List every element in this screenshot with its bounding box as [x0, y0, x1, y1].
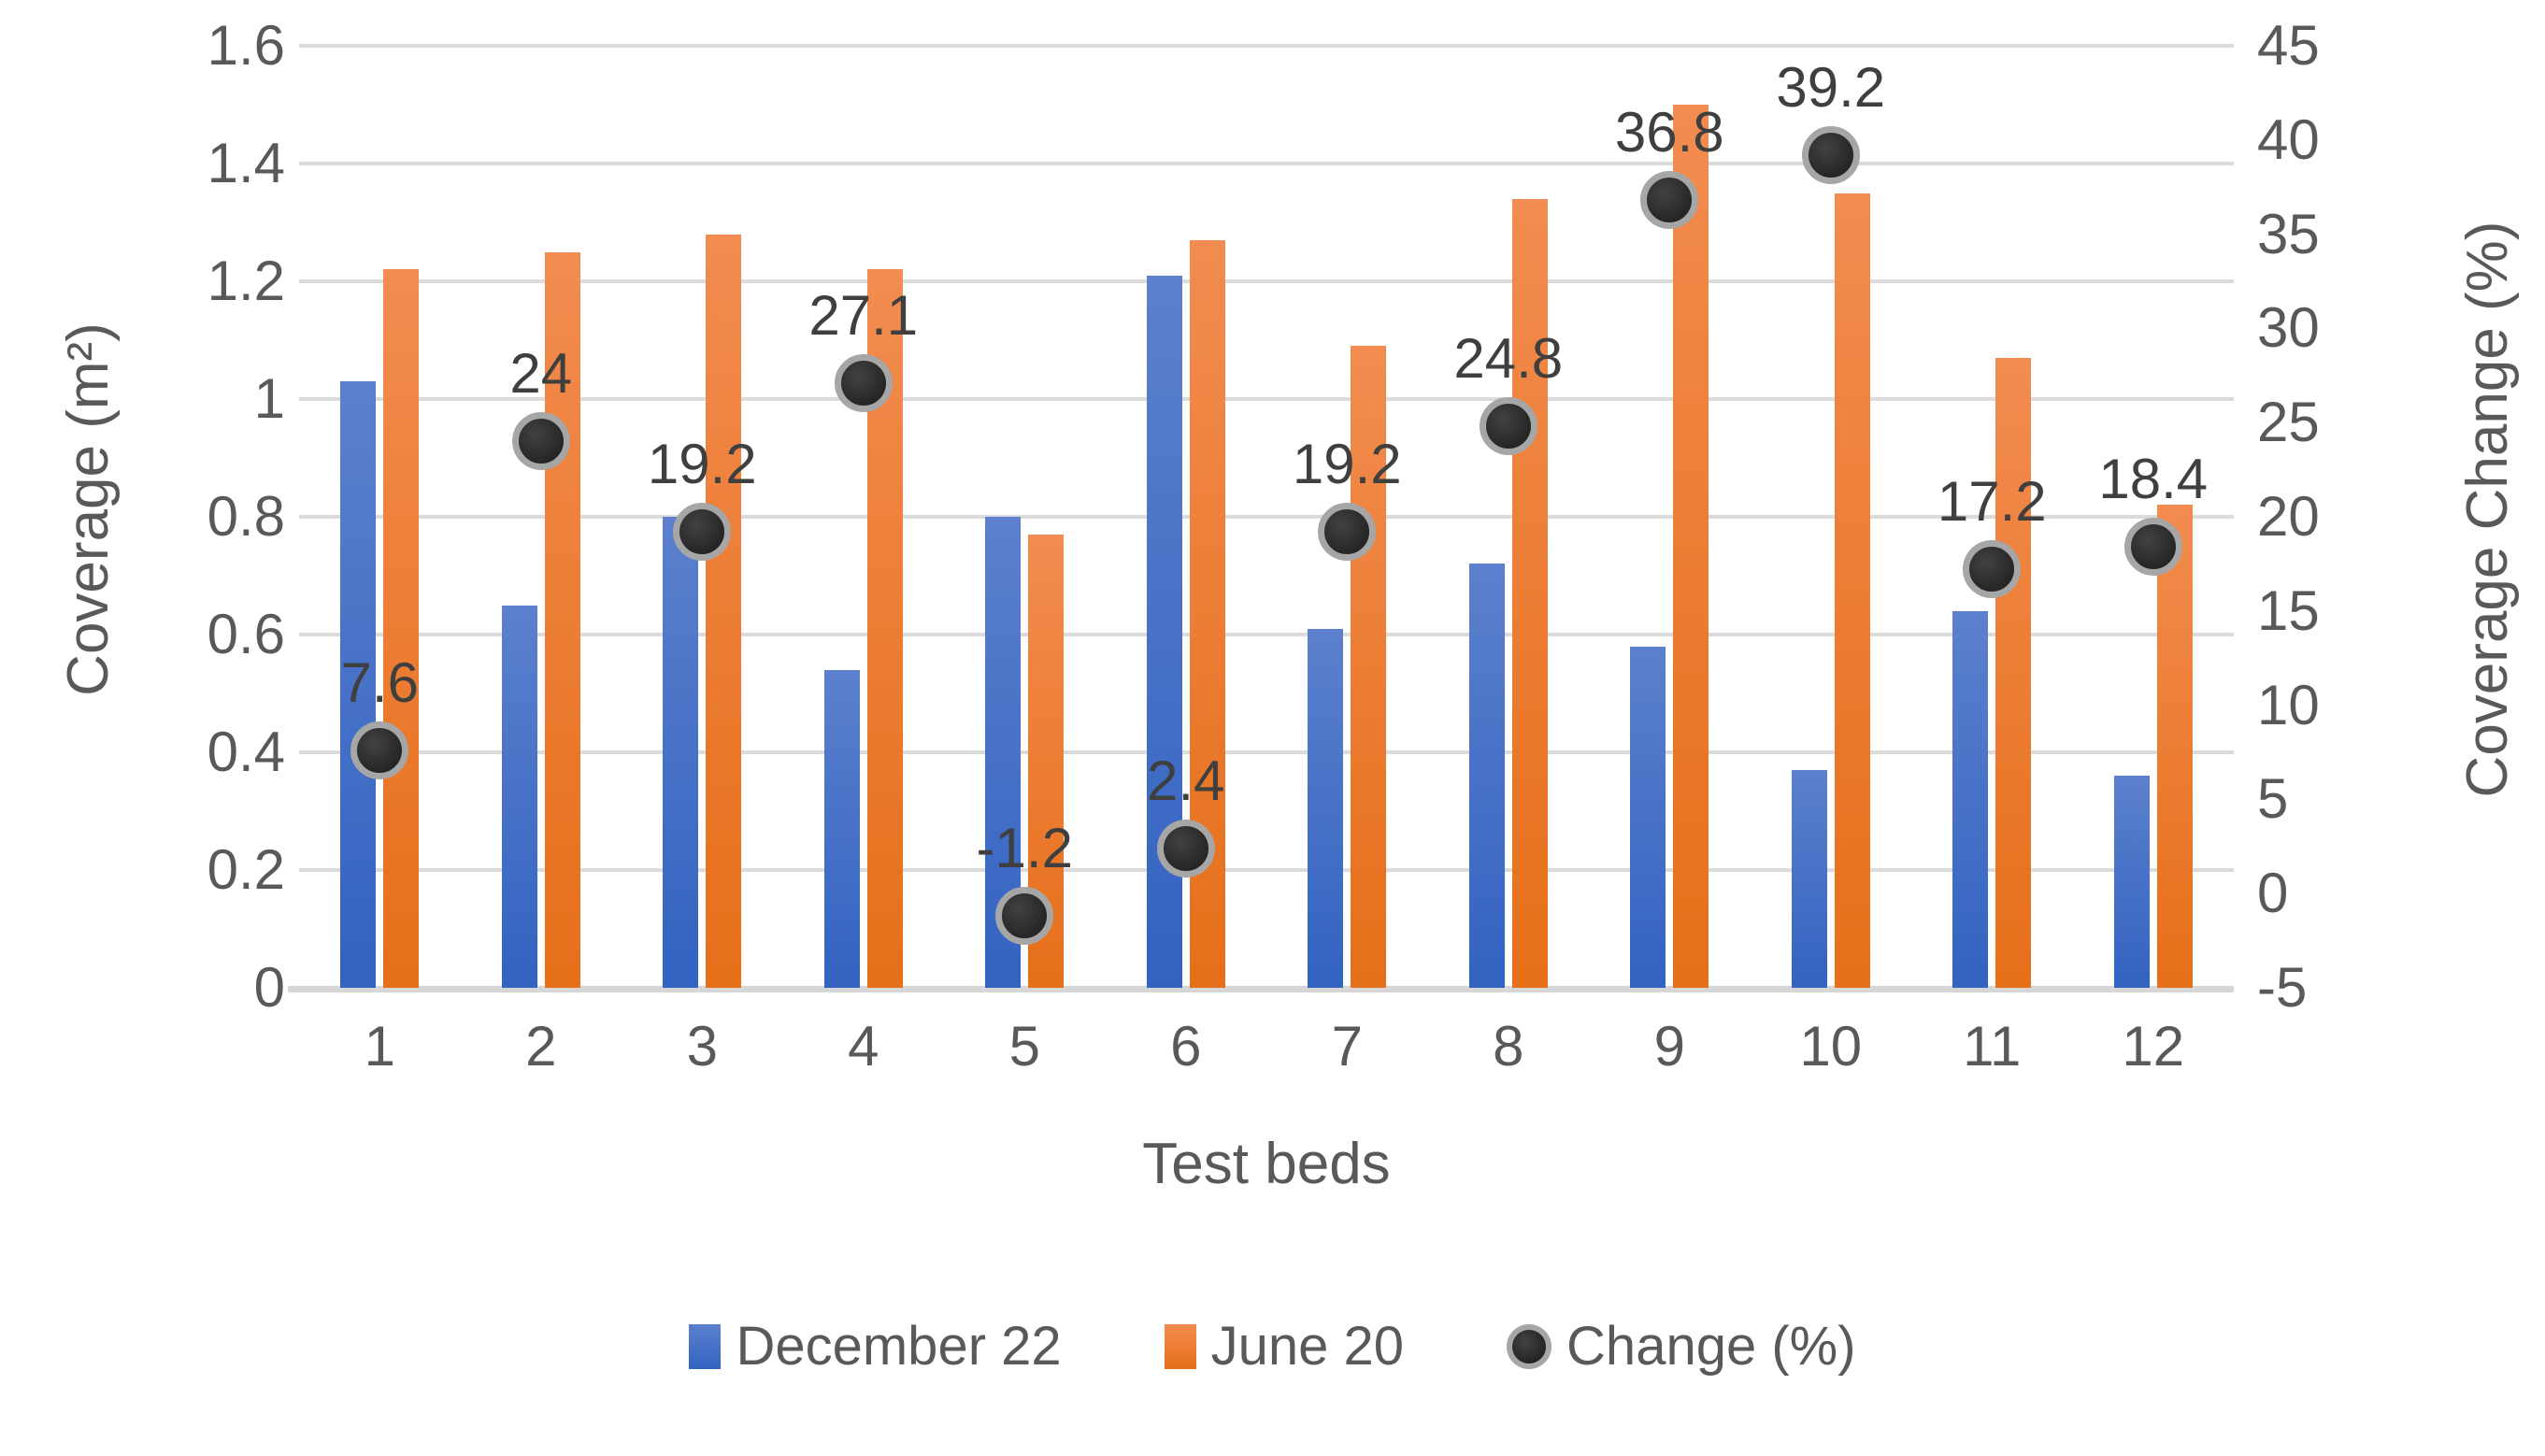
- change-marker: [1156, 819, 1215, 878]
- change-data-label: 36.8: [1614, 101, 1724, 164]
- x-axis-line: [288, 986, 2234, 992]
- change-marker: [834, 353, 893, 412]
- x-axis-tick-label: 6: [1170, 1015, 1202, 1078]
- change-marker: [511, 412, 570, 471]
- right-axis-tick-label: 45: [2257, 14, 2320, 77]
- x-axis-tick-label: 5: [1008, 1015, 1040, 1078]
- change-marker: [995, 887, 1054, 946]
- left-axis-tick-label: 1.2: [207, 250, 285, 312]
- bar-june-20: [544, 251, 580, 988]
- change-marker: [350, 721, 409, 779]
- x-axis-tick-label: 2: [525, 1015, 557, 1078]
- bar-december-22: [1630, 646, 1666, 988]
- bar-december-22: [501, 605, 537, 988]
- bar-june-20: [383, 269, 420, 988]
- change-marker: [673, 503, 732, 562]
- gridline: [299, 868, 2234, 872]
- change-data-label: 19.2: [1292, 433, 1402, 496]
- left-axis-tick-label: 0: [253, 956, 285, 1019]
- change-marker: [2123, 518, 2182, 577]
- gridline: [299, 162, 2234, 165]
- bar-december-22: [1308, 628, 1344, 988]
- right-axis-tick-label: 25: [2257, 391, 2320, 454]
- right-axis-tick-label: 10: [2257, 673, 2320, 736]
- bar-december-22: [663, 517, 699, 988]
- x-axis-tick-label: 8: [1493, 1015, 1524, 1078]
- right-axis-tick-label: 20: [2257, 485, 2320, 548]
- gridline: [299, 44, 2234, 48]
- change-data-label: 18.4: [2098, 448, 2209, 511]
- change-data-label: 27.1: [808, 283, 919, 347]
- left-axis-title: Coverage (m²): [56, 322, 121, 696]
- change-marker: [1963, 540, 2022, 599]
- legend-item-change-pct: Change (%): [1507, 1316, 1856, 1377]
- gridline: [299, 633, 2234, 636]
- left-axis-tick-label: 0.6: [207, 603, 285, 665]
- legend: December 22 June 20 Change (%): [0, 1320, 2545, 1374]
- x-axis-title: Test beds: [1142, 1132, 1391, 1196]
- left-axis-tick-label: 0.8: [207, 485, 285, 548]
- legend-label-december-22: December 22: [736, 1316, 1062, 1377]
- change-data-label: 2.4: [1147, 749, 1225, 812]
- left-axis-tick-label: 1.4: [207, 132, 285, 194]
- gridline: [299, 279, 2234, 283]
- june-20-swatch-icon: [1164, 1324, 1196, 1369]
- right-axis-tick-label: 30: [2257, 296, 2320, 360]
- change-data-label: 39.2: [1776, 55, 1886, 119]
- right-axis-tick-label: 40: [2257, 107, 2320, 171]
- december-22-swatch-icon: [689, 1324, 722, 1369]
- change-marker-icon: [1507, 1324, 1552, 1369]
- bar-december-22: [340, 381, 377, 988]
- bar-december-22: [1791, 769, 1827, 988]
- legend-item-june-20: June 20: [1164, 1316, 1405, 1377]
- bar-june-20: [2156, 505, 2193, 988]
- x-axis-tick-label: 11: [1963, 1015, 2022, 1078]
- left-axis-tick-label: 0.4: [207, 721, 285, 783]
- bar-june-20: [706, 234, 742, 988]
- x-axis-tick-label: 4: [848, 1015, 879, 1078]
- bar-december-22: [1468, 564, 1505, 988]
- bar-june-20: [1995, 357, 2032, 988]
- left-axis-tick-label: 1: [253, 367, 285, 430]
- legend-label-june-20: June 20: [1210, 1316, 1405, 1377]
- x-axis-tick-label: 1: [364, 1015, 395, 1078]
- x-axis-tick-label: 3: [686, 1015, 718, 1078]
- bar-december-22: [2113, 776, 2150, 988]
- change-data-label: 24: [509, 342, 573, 406]
- change-marker: [1479, 397, 1537, 456]
- bar-june-20: [1351, 346, 1387, 988]
- change-marker: [1801, 125, 1860, 184]
- legend-item-december-22: December 22: [689, 1316, 1062, 1377]
- change-data-label: 17.2: [1937, 470, 2047, 534]
- gridline: [299, 515, 2234, 519]
- gridline: [299, 397, 2234, 401]
- x-axis-tick-label: 10: [1799, 1015, 1863, 1078]
- bar-june-20: [1673, 105, 1709, 988]
- legend-label-change-pct: Change (%): [1566, 1316, 1856, 1377]
- bar-june-20: [1511, 198, 1548, 988]
- bar-december-22: [1952, 610, 1989, 988]
- change-marker: [1640, 171, 1699, 230]
- left-axis-tick-label: 1.6: [207, 14, 285, 77]
- change-data-label: 24.8: [1453, 327, 1564, 391]
- bar-december-22: [823, 669, 860, 988]
- change-data-label: 19.2: [647, 433, 757, 496]
- right-axis-tick-label: 0: [2257, 862, 2289, 925]
- change-data-label: 7.6: [340, 650, 419, 714]
- change-marker: [1318, 503, 1377, 562]
- x-axis-tick-label: 7: [1331, 1015, 1363, 1078]
- right-axis-tick-label: 5: [2257, 767, 2289, 831]
- right-axis-title: Coverage Change (%): [2455, 221, 2520, 798]
- x-axis-tick-label: 9: [1653, 1015, 1685, 1078]
- x-axis-tick-label: 12: [2122, 1015, 2185, 1078]
- bar-june-20: [1834, 193, 1870, 988]
- right-axis-tick-label: 35: [2257, 202, 2320, 265]
- right-axis-tick-label: -5: [2257, 956, 2308, 1019]
- gridline: [299, 750, 2234, 754]
- bar-december-22: [1146, 275, 1182, 988]
- change-data-label: -1.2: [976, 817, 1073, 880]
- right-axis-tick-label: 15: [2257, 578, 2320, 642]
- left-axis-tick-label: 0.2: [207, 838, 285, 901]
